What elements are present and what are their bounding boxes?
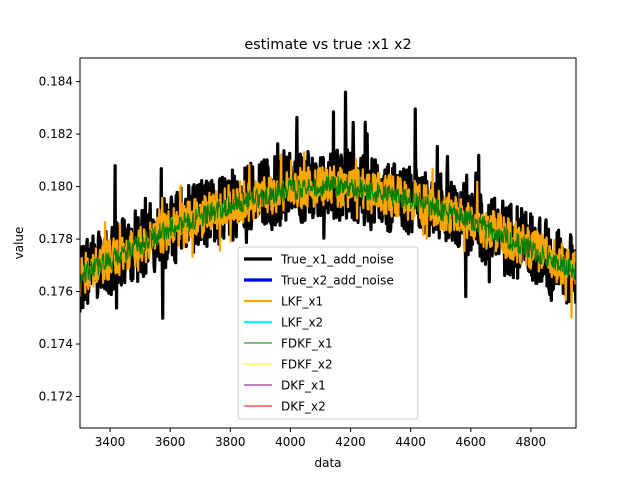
- y-axis-label: value: [12, 227, 26, 260]
- x-axis: 3400 3600 3800 4000 4200 4400 4600 4800: [95, 428, 546, 449]
- legend-label: LKF_x1: [281, 295, 323, 309]
- x-tick-label: 4200: [335, 435, 366, 449]
- y-axis: 0.172 0.174 0.176 0.178 0.180 0.182 0.184: [39, 75, 80, 404]
- x-tick-label: 4800: [516, 435, 547, 449]
- x-tick-label: 3600: [155, 435, 186, 449]
- chart-title: estimate vs true :x1 x2: [244, 37, 411, 53]
- x-tick-label: 3800: [215, 435, 246, 449]
- legend: True_x1_add_noise True_x2_add_noise LKF_x1…: [237, 246, 419, 420]
- legend-label: DKF_x2: [281, 400, 326, 414]
- y-tick-label: 0.182: [39, 127, 73, 141]
- y-tick-label: 0.176: [39, 285, 73, 299]
- y-tick-label: 0.174: [39, 337, 73, 351]
- legend-label: FDKF_x2: [281, 358, 333, 372]
- legend-label: True_x1_add_noise: [280, 253, 394, 267]
- x-axis-label: data: [314, 456, 341, 470]
- series-line-fdkf-x1: [80, 175, 576, 287]
- legend-label: FDKF_x1: [281, 337, 333, 351]
- y-tick-label: 0.180: [39, 180, 73, 194]
- legend-box: [237, 246, 419, 420]
- legend-label: LKF_x2: [281, 316, 323, 330]
- y-tick-label: 0.184: [39, 75, 73, 89]
- y-tick-label: 0.172: [39, 390, 73, 404]
- series-layer: [80, 90, 576, 320]
- x-tick-label: 3400: [95, 435, 126, 449]
- x-tick-label: 4000: [275, 435, 306, 449]
- plot-frame: [79, 57, 577, 429]
- legend-label: DKF_x1: [281, 379, 326, 393]
- series-line-lkf-x1: [80, 151, 576, 319]
- y-tick-label: 0.178: [39, 232, 73, 246]
- x-tick-label: 4600: [456, 435, 487, 449]
- legend-label: True_x2_add_noise: [280, 274, 394, 288]
- x-tick-label: 4400: [395, 435, 426, 449]
